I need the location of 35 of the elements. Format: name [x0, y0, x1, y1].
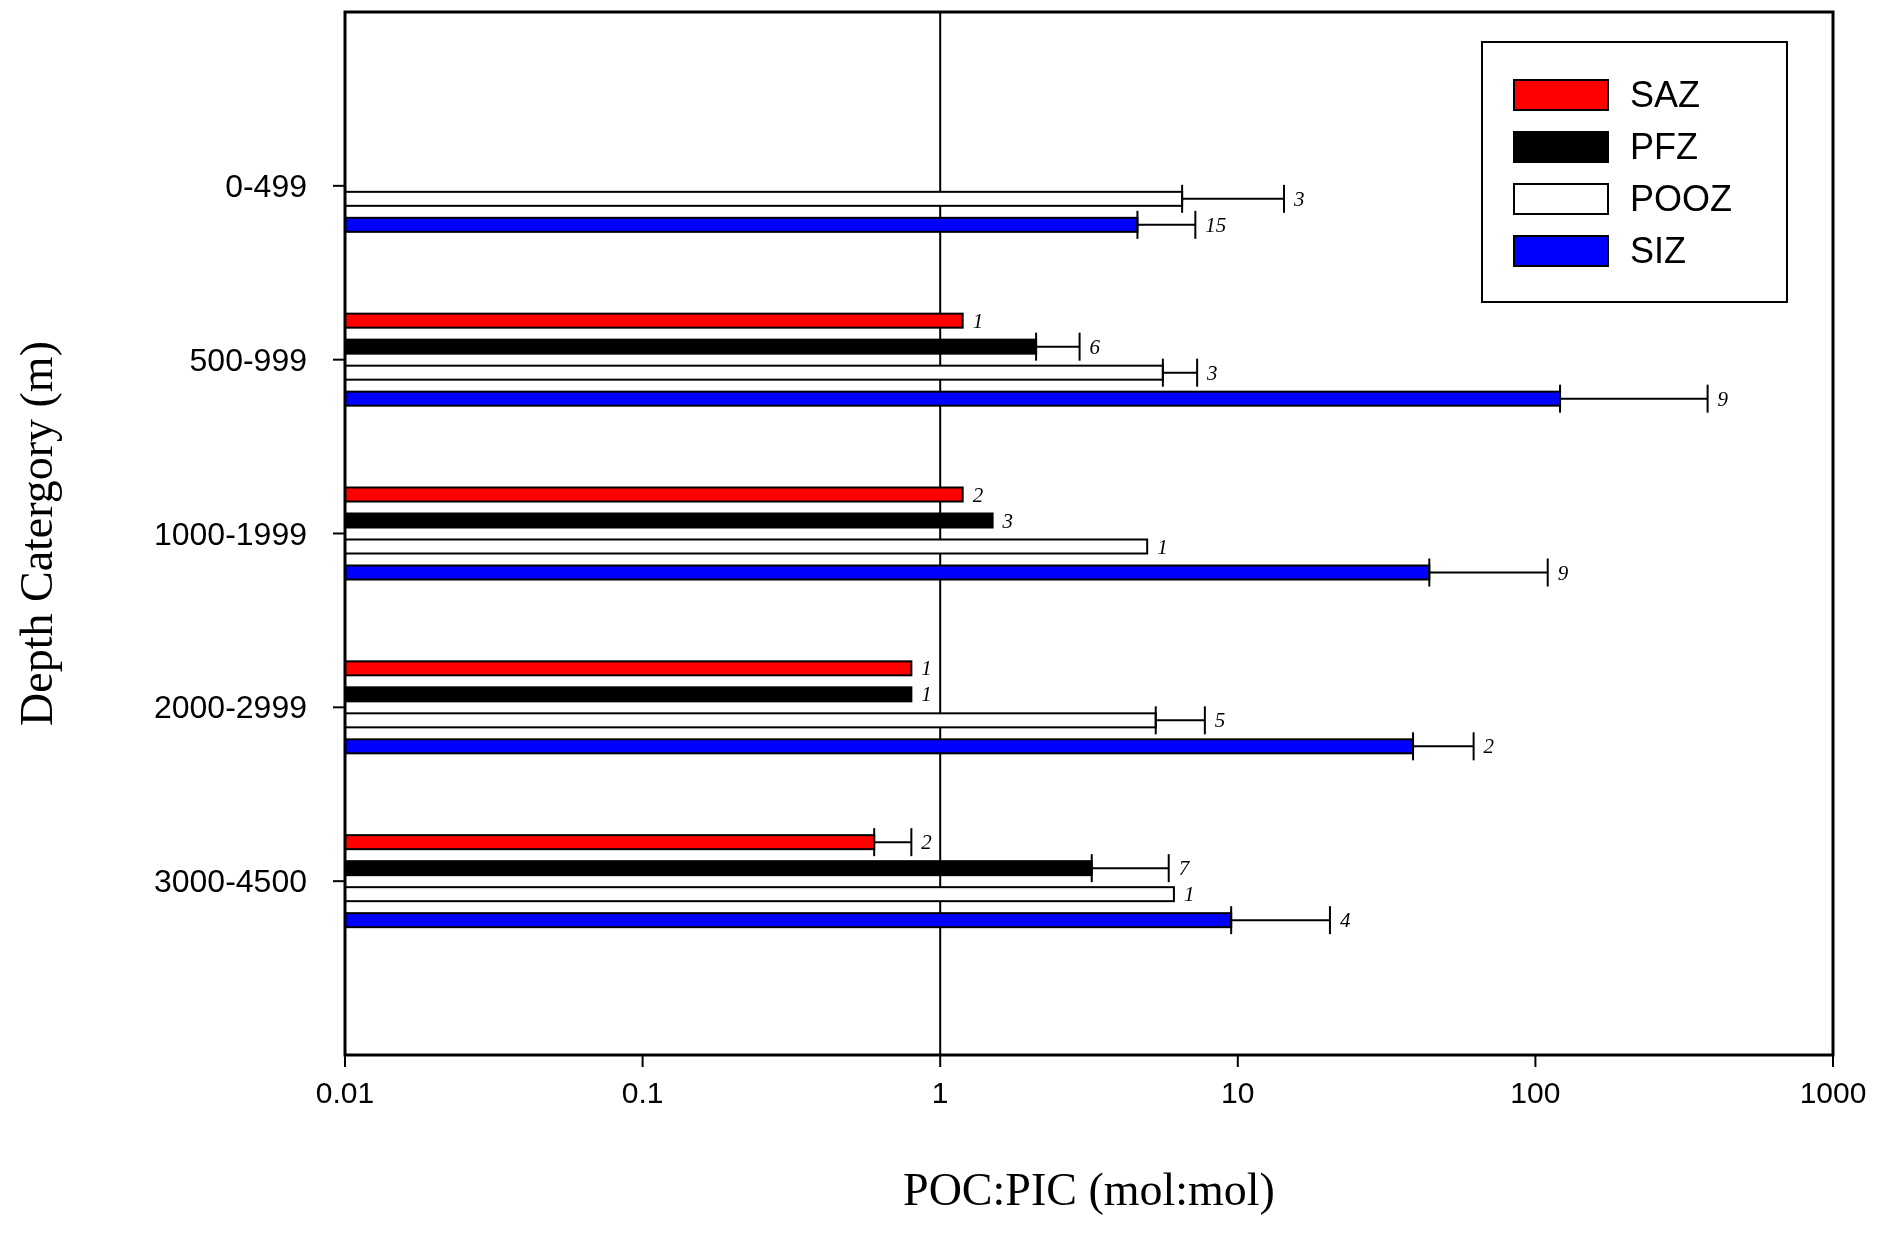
y-tick-label: 0-499 — [225, 167, 307, 204]
legend-label: PFZ — [1630, 126, 1698, 167]
annotation: 1 — [921, 682, 932, 707]
y-tick-label: 2000-2999 — [153, 689, 307, 726]
annotation: 2 — [972, 482, 984, 507]
annotation: 9 — [1717, 386, 1729, 411]
legend-label: SAZ — [1630, 74, 1701, 115]
x-tick-label: 1000 — [1799, 1076, 1867, 1109]
annotation: 6 — [1089, 334, 1101, 359]
annotation: 1 — [1183, 882, 1195, 907]
annotation: 5 — [1214, 708, 1226, 733]
annotation: 1 — [921, 656, 932, 681]
x-tick-label: 0.1 — [621, 1076, 664, 1109]
annotation: 3 — [1206, 360, 1218, 385]
y-tick-label: 1000-1999 — [153, 515, 307, 552]
annotation: 4 — [1339, 908, 1351, 933]
annotation: 2 — [1483, 734, 1495, 759]
annotation: 3 — [1001, 508, 1014, 533]
legend-label: POOZ — [1630, 178, 1733, 219]
annotation: 2 — [921, 830, 933, 855]
annotation: 3 — [1293, 186, 1305, 211]
x-tick-label: 0.01 — [315, 1076, 375, 1109]
x-tick-label: 100 — [1510, 1076, 1561, 1109]
y-tick-label: 500-999 — [189, 341, 307, 378]
annotation: 1 — [972, 308, 984, 333]
x-tick-label: 1 — [931, 1076, 949, 1109]
y-tick-label: 3000-4500 — [153, 863, 307, 900]
y-axis-title: Depth Catergory (m) — [11, 341, 62, 726]
annotation: 9 — [1557, 560, 1569, 585]
legend-label: SIZ — [1630, 230, 1687, 271]
x-tick-label: 10 — [1221, 1076, 1255, 1109]
x-axis-title: POC:PIC (mol:mol) — [903, 1164, 1275, 1215]
annotation: 15 — [1205, 212, 1227, 237]
annotation: 7 — [1178, 856, 1191, 881]
annotation: 1 — [1157, 534, 1168, 559]
